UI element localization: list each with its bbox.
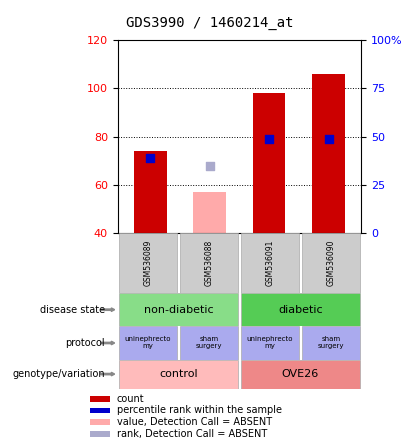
- Text: GSM536091: GSM536091: [265, 240, 274, 286]
- Point: [325, 135, 332, 143]
- Text: protocol: protocol: [66, 338, 105, 348]
- Text: count: count: [117, 394, 144, 404]
- Bar: [241, 326, 299, 360]
- Bar: [90, 408, 110, 413]
- Bar: [119, 293, 238, 326]
- Bar: [180, 326, 238, 360]
- Text: value, Detection Call = ABSENT: value, Detection Call = ABSENT: [117, 417, 272, 427]
- Text: GSM536089: GSM536089: [144, 240, 152, 286]
- Bar: [119, 360, 238, 388]
- Text: GSM536090: GSM536090: [326, 240, 335, 286]
- Bar: [312, 74, 345, 233]
- Point: [206, 162, 213, 169]
- Bar: [253, 93, 286, 233]
- Bar: [302, 326, 360, 360]
- Bar: [302, 233, 360, 293]
- Text: uninephrecto
my: uninephrecto my: [247, 337, 293, 349]
- Text: genotype/variation: genotype/variation: [12, 369, 105, 379]
- Bar: [134, 151, 167, 233]
- Bar: [180, 233, 238, 293]
- Text: control: control: [159, 369, 198, 379]
- Text: non-diabetic: non-diabetic: [144, 305, 213, 315]
- Text: OVE26: OVE26: [282, 369, 319, 379]
- Bar: [119, 326, 177, 360]
- Bar: [241, 360, 360, 388]
- Bar: [119, 233, 177, 293]
- Bar: [193, 192, 226, 233]
- Bar: [241, 293, 360, 326]
- Point: [266, 135, 273, 143]
- Text: GDS3990 / 1460214_at: GDS3990 / 1460214_at: [126, 16, 294, 30]
- Point: [147, 155, 154, 162]
- Text: uninephrecto
my: uninephrecto my: [125, 337, 171, 349]
- Bar: [241, 233, 299, 293]
- Text: sham
surgery: sham surgery: [196, 337, 222, 349]
- Text: percentile rank within the sample: percentile rank within the sample: [117, 405, 282, 416]
- Bar: [90, 396, 110, 401]
- Text: sham
surgery: sham surgery: [318, 337, 344, 349]
- Bar: [90, 431, 110, 436]
- Text: rank, Detection Call = ABSENT: rank, Detection Call = ABSENT: [117, 429, 267, 439]
- Text: disease state: disease state: [40, 305, 105, 315]
- Bar: [90, 419, 110, 425]
- Text: GSM536088: GSM536088: [205, 240, 213, 286]
- Text: diabetic: diabetic: [278, 305, 323, 315]
